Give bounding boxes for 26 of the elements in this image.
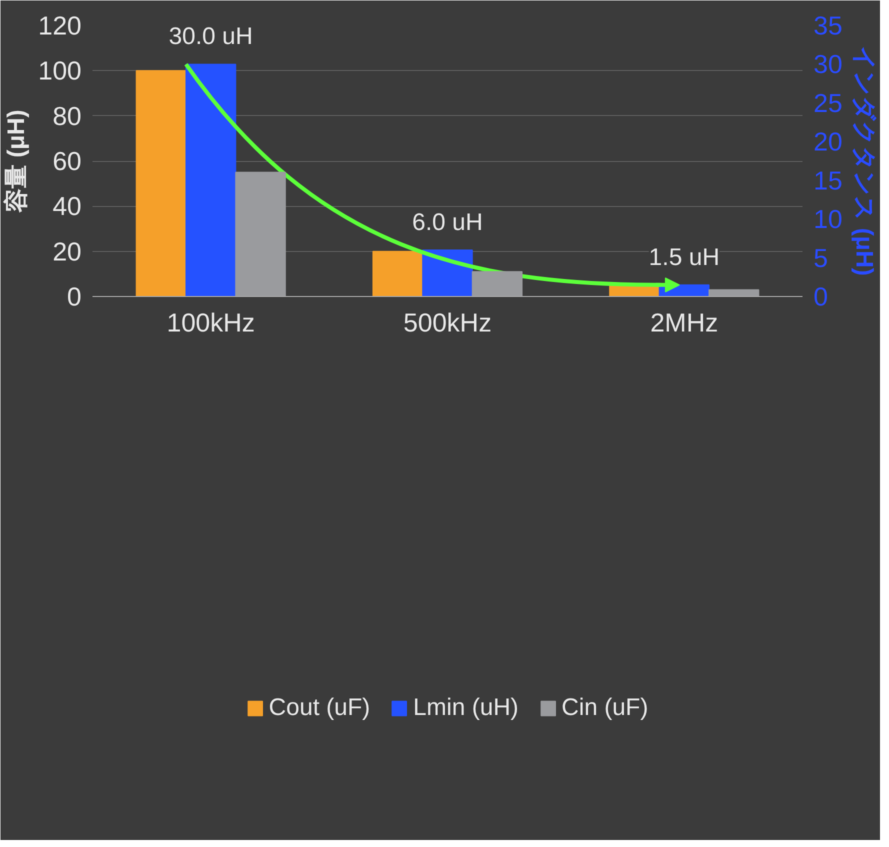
y-tick-label: 20 <box>52 236 82 266</box>
y2-tick-label: 30 <box>814 49 842 80</box>
y2-tick-label: 15 <box>814 165 842 196</box>
y2-tick-label: 5 <box>814 242 828 273</box>
y-tick-label: 120 <box>38 10 82 40</box>
y-tick-label: 80 <box>52 100 82 131</box>
y2-tick-label: 35 <box>814 10 842 40</box>
data-label: 30.0 uH <box>168 23 253 50</box>
legend-label: Cin (uF) <box>562 694 648 722</box>
y2-tick-label: 10 <box>814 204 842 234</box>
legend-label: Lmin (uH) <box>413 694 519 722</box>
x-tick-label: 2MHz <box>650 308 718 338</box>
y2-tick-label: 0 <box>814 282 828 312</box>
y2-tick-label: 20 <box>814 126 842 157</box>
y-axis-title: 容量 (μH) <box>3 110 30 214</box>
y-tick-label: 60 <box>52 146 82 176</box>
x-tick-label: 100kHz <box>166 308 255 338</box>
data-label: 1.5 uH <box>648 244 720 271</box>
x-tick-label: 500kHz <box>403 308 492 338</box>
y-tick-label: 0 <box>67 282 82 312</box>
y-tick-label: 100 <box>38 56 82 86</box>
y2-axis-title: インダクタンス (μH) <box>850 46 878 276</box>
data-label: 6.0 uH <box>412 209 483 236</box>
y2-tick-label: 25 <box>814 88 842 118</box>
y-tick-label: 40 <box>52 191 82 222</box>
legend-label: Cout (uF) <box>268 694 370 722</box>
